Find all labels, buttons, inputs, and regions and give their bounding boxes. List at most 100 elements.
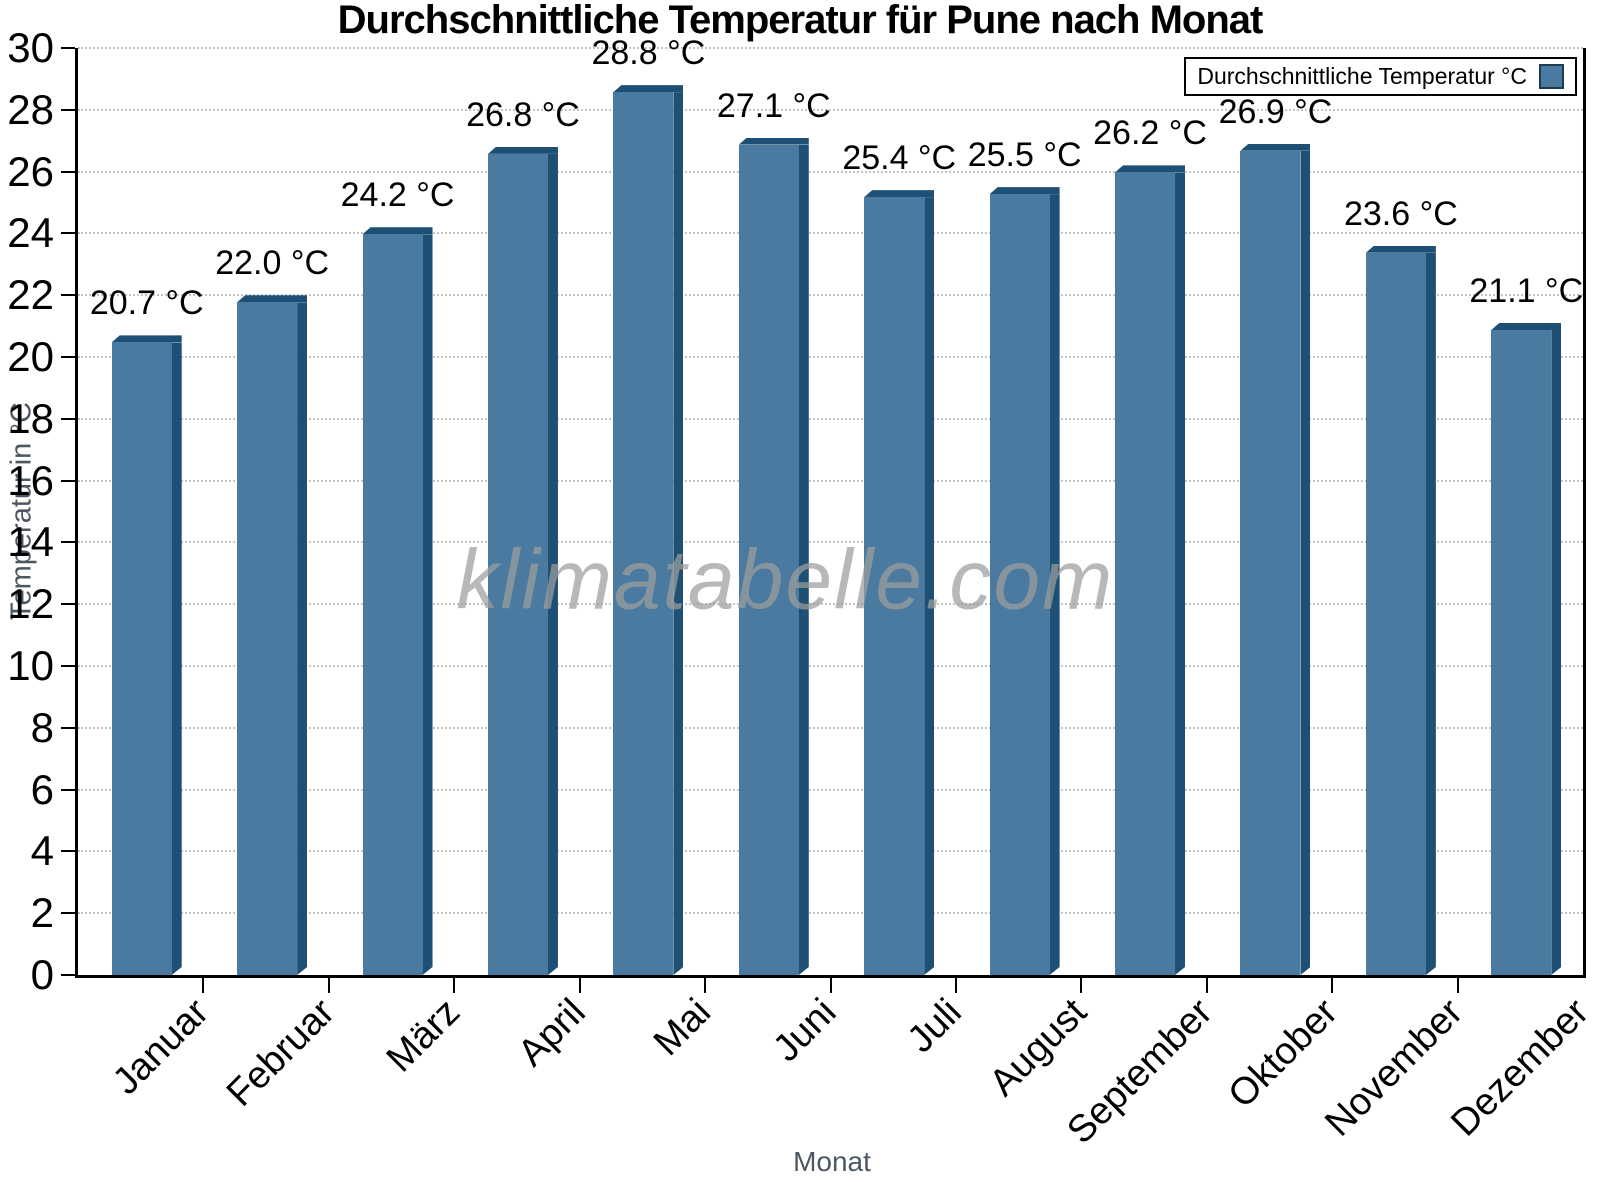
y-axis-tick-label: 18 <box>7 394 54 442</box>
bar-top-face <box>237 295 308 303</box>
y-axis-tick-label: 4 <box>30 827 54 875</box>
bar-front-face <box>111 342 172 975</box>
gridline <box>78 665 1583 667</box>
bar-dezember <box>1491 323 1562 975</box>
bar-right-face <box>799 145 809 975</box>
bar-right-face <box>1426 253 1436 975</box>
bar-top-face <box>1115 165 1186 173</box>
x-category-label-text: März <box>378 991 468 1081</box>
x-axis-tick <box>954 975 957 993</box>
bar-front-face <box>989 194 1050 975</box>
bar-value-label: 26.8 °C <box>466 95 580 134</box>
y-axis-tick <box>61 665 75 667</box>
bar-front-face <box>237 302 298 975</box>
x-axis-tick <box>453 975 456 993</box>
bar-right-face <box>548 154 558 975</box>
x-axis-tick <box>327 975 330 993</box>
y-axis-tick <box>61 294 75 297</box>
bar-top-face <box>362 227 433 235</box>
bar-top-face <box>1491 323 1562 331</box>
bar-top-face <box>1240 143 1311 151</box>
bar-top-face <box>111 335 182 343</box>
x-axis-title: Monat <box>793 1146 871 1177</box>
bar-top-face <box>864 190 935 198</box>
bar-right-face <box>1175 172 1185 975</box>
watermark: klimatabelle.com <box>456 532 1115 627</box>
legend: Durchschnittliche Temperatur °C <box>1184 57 1577 96</box>
y-axis-tick-label: 16 <box>7 456 54 504</box>
bar-right-face <box>297 302 307 975</box>
x-category-label-text: Februar <box>218 991 343 1115</box>
gridline <box>78 170 1583 173</box>
gridline <box>78 912 1583 915</box>
y-axis-tick <box>61 912 75 915</box>
gridline <box>78 294 1583 297</box>
x-axis-tick <box>578 975 581 993</box>
gridline <box>78 726 1583 729</box>
y-axis-tick-label: 2 <box>30 889 54 937</box>
gridline <box>78 47 1583 49</box>
bar-value-label: 23.6 °C <box>1343 194 1458 233</box>
bar-right-face <box>1300 151 1310 975</box>
y-axis-tick <box>61 974 75 976</box>
x-axis-tick <box>1331 975 1334 993</box>
bar-front-face <box>1365 252 1426 975</box>
bar-value-label: 26.9 °C <box>1218 92 1333 131</box>
bar-value-label: 22.0 °C <box>215 244 330 283</box>
bar-front-face <box>1240 150 1301 975</box>
bar-marz <box>362 227 433 975</box>
x-category-label-text: Januar <box>105 991 218 1103</box>
x-axis-tick <box>1456 975 1459 993</box>
bar-mai <box>613 85 684 975</box>
gridline <box>78 356 1583 358</box>
bar-top-face <box>989 187 1060 195</box>
x-category-label-text: November <box>1317 991 1472 1145</box>
bar-front-face <box>864 197 925 975</box>
bar-right-face <box>1551 330 1561 975</box>
y-axis-tick <box>61 47 75 49</box>
bar-value-label: 21.1 °C <box>1469 272 1584 311</box>
bar-front-face <box>1491 330 1552 975</box>
bar-april <box>487 146 558 975</box>
y-axis-tick-label: 8 <box>30 703 54 751</box>
x-axis-tick <box>704 975 707 993</box>
y-axis-tick-label: 12 <box>7 580 54 628</box>
y-axis-tick-label: 24 <box>7 209 54 257</box>
x-category-label-text: Mai <box>645 991 719 1064</box>
bar-value-label: 26.2 °C <box>1093 114 1207 153</box>
y-axis-tick-label: 14 <box>7 518 54 566</box>
x-axis-tick <box>829 975 832 993</box>
bar-top-face <box>487 146 558 154</box>
x-category-label-text: Dezember <box>1443 991 1597 1145</box>
y-axis-tick-label: 10 <box>7 642 54 689</box>
bar-front-face <box>487 153 548 975</box>
y-axis-tick-label: 6 <box>30 765 54 813</box>
bar-november <box>1365 245 1436 975</box>
bar-right-face <box>673 92 683 975</box>
bar-right-face <box>1050 194 1060 975</box>
x-axis-tick <box>1205 975 1208 993</box>
bar-right-face <box>172 342 182 975</box>
x-category-label-text: April <box>509 991 594 1075</box>
bar-value-label: 25.5 °C <box>967 136 1082 175</box>
y-axis-tick <box>61 850 75 853</box>
y-axis-tick <box>61 356 75 358</box>
bar-front-face <box>613 92 674 975</box>
y-axis-tick <box>61 170 75 173</box>
bar-value-label: 20.7 °C <box>89 284 204 323</box>
y-axis-tick <box>61 232 75 235</box>
x-category-label-text: Juli <box>899 991 970 1062</box>
bar-right-face <box>924 197 934 975</box>
plot-area: Durchschnittliche Temperatur °C klimatab… <box>7 24 1596 1152</box>
bar-right-face <box>423 234 433 975</box>
bar-september <box>1115 165 1186 975</box>
gridline <box>78 417 1583 420</box>
y-axis-tick <box>61 541 75 544</box>
bar-februar <box>237 295 308 975</box>
y-axis-tick-label: 20 <box>7 333 54 380</box>
y-axis-tick-label: 28 <box>7 85 54 133</box>
bar-value-label: 25.4 °C <box>842 139 957 178</box>
x-category-label-text: Juni <box>765 991 845 1070</box>
bar-juli <box>864 190 935 975</box>
